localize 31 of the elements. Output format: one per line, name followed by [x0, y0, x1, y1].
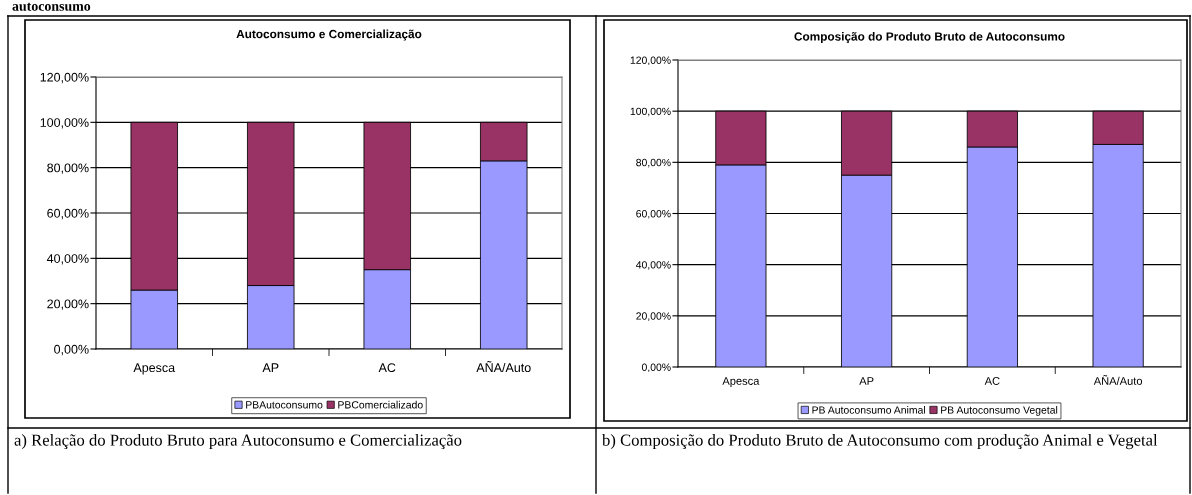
y-tick-label: 20,00%	[47, 299, 89, 310]
x-tick-label: AP	[859, 377, 874, 385]
x-tick-label: AP	[262, 363, 279, 372]
y-tick-label: 40,00%	[46, 254, 89, 265]
x-tick-label: AÑA/Auto	[476, 360, 531, 373]
y-tick-label: 60,00%	[636, 210, 671, 219]
y-tick-label: 20,00%	[636, 312, 671, 321]
text: autoconsumo	[12, 2, 91, 11]
y-tick-label: 80,00%	[47, 163, 89, 174]
x-tick-label: Apesca	[722, 377, 760, 388]
y-tick-label: 120,00%	[630, 56, 671, 66]
y-tick-label: 0,00%	[641, 363, 671, 373]
x-tick-label: Apesca	[133, 363, 176, 375]
y-tick-label: 60,00%	[47, 208, 89, 220]
legend-label: PB Autoconsumo Animal	[812, 406, 925, 414]
x-tick-label: AC	[984, 377, 1000, 385]
y-tick-label: 80,00%	[636, 158, 671, 168]
y-tick-label: 100,00%	[40, 118, 89, 129]
x-tick-label: AÑA/Auto	[1093, 375, 1143, 385]
chart-title: Composição do Produto Bruto de Autoconsumo	[794, 32, 1065, 44]
y-tick-label: 0,00%	[54, 344, 89, 356]
legend-label: PBComercializado	[338, 400, 423, 409]
y-tick-label: 40,00%	[635, 261, 671, 270]
y-tick-label: 120,00%	[40, 72, 89, 84]
x-tick-label: AC	[378, 363, 396, 373]
text: a) Relação do Produto Bruto para Autoconsumo e Comercialização	[14, 434, 462, 450]
chart-title: Autoconsumo e Comercialização	[236, 29, 422, 41]
legend-label: PB Autoconsumo Vegetal	[941, 406, 1058, 416]
legend-label: PBAutoconsumo	[246, 401, 323, 409]
text: b) Composição do Produto Bruto de Autoconsumo com produção Animal e Vegetal	[602, 434, 1158, 450]
y-tick-label: 100,00%	[630, 107, 671, 117]
